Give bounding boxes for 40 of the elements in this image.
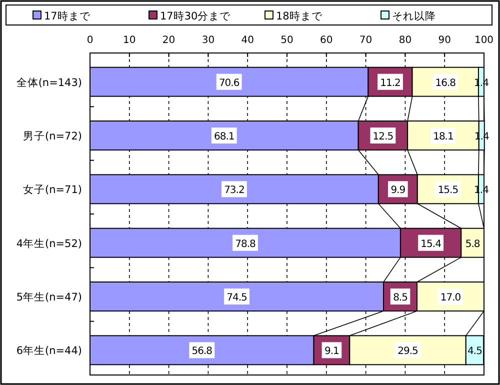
data-label: 9.9 [390, 185, 406, 196]
x-tick-label: 70 [359, 35, 372, 46]
data-label: 15.5 [438, 185, 458, 196]
legend-label: 17時まで [44, 10, 92, 22]
data-label: 78.8 [235, 238, 256, 250]
data-label: 74.5 [226, 292, 248, 304]
y-tick-label: 6年生(n=44) [16, 344, 82, 358]
x-tick-label: 100 [474, 35, 494, 46]
data-label: 17.0 [440, 292, 461, 304]
data-label: 9.1 [324, 346, 340, 358]
x-tick-label: 30 [202, 35, 215, 46]
legend-label: 18時まで [276, 10, 324, 22]
data-label: 68.1 [214, 132, 234, 142]
data-label: 29.5 [398, 346, 418, 358]
y-tick-label: 女子(n=71) [22, 184, 82, 196]
data-label: 11.2 [380, 78, 400, 89]
data-label: 18.1 [433, 132, 454, 142]
x-tick-label: 80 [398, 35, 412, 46]
legend-label: 17時30分まで [160, 10, 232, 22]
x-tick-label: 0 [86, 35, 94, 46]
x-tick-label: 40 [241, 35, 254, 46]
data-label: 56.8 [192, 346, 212, 358]
y-tick-label: 全体(n=143) [16, 76, 82, 89]
data-label: 73.2 [224, 185, 244, 196]
x-tick-label: 20 [162, 35, 176, 46]
data-label: 4.5 [468, 346, 482, 358]
data-label: 5.8 [465, 238, 480, 250]
x-tick-label: 50 [280, 35, 294, 46]
legend-label: それ以降 [392, 10, 436, 22]
data-label: 15.4 [420, 238, 442, 250]
y-tick-label: 5年生(n=47) [16, 290, 82, 304]
y-tick-label: 男子(n=72) [22, 130, 82, 142]
x-tick-label: 90 [438, 35, 451, 46]
data-label: 12.5 [372, 132, 394, 142]
data-label: 8.5 [393, 292, 408, 304]
x-tick-label: 10 [123, 35, 136, 46]
data-label: 70.6 [218, 78, 240, 89]
x-tick-label: 60 [320, 35, 333, 46]
data-label: 16.8 [435, 78, 456, 89]
y-tick-label: 4年生(n=52) [16, 236, 82, 250]
